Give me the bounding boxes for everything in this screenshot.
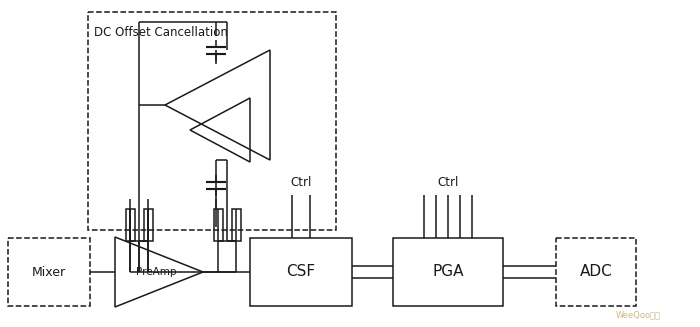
Bar xyxy=(214,209,223,241)
Bar xyxy=(232,209,241,241)
Text: DC Offset Cancellation: DC Offset Cancellation xyxy=(94,26,228,39)
Text: PreAmp: PreAmp xyxy=(136,267,176,277)
Bar xyxy=(556,238,636,306)
Text: ADC: ADC xyxy=(580,265,612,280)
Bar xyxy=(144,209,153,241)
Bar xyxy=(393,238,503,306)
Text: Ctrl: Ctrl xyxy=(290,176,312,189)
Text: CSF: CSF xyxy=(286,265,316,280)
Text: Mixer: Mixer xyxy=(32,266,66,279)
Bar xyxy=(88,12,336,230)
Text: PGA: PGA xyxy=(433,265,463,280)
Bar xyxy=(8,238,90,306)
Bar xyxy=(250,238,352,306)
Bar xyxy=(125,209,134,241)
Text: Ctrl: Ctrl xyxy=(438,176,458,189)
Text: WeeQoo推库: WeeQoo推库 xyxy=(615,311,661,319)
